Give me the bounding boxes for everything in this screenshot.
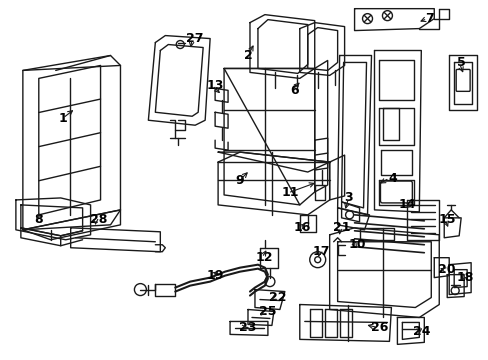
Text: 28: 28 [90, 213, 107, 226]
Text: 21: 21 [332, 221, 350, 234]
Text: 3: 3 [344, 192, 352, 204]
Text: 1: 1 [58, 112, 67, 125]
Text: 26: 26 [370, 321, 387, 334]
Text: 15: 15 [438, 213, 455, 226]
Text: 9: 9 [235, 174, 244, 186]
Text: 2: 2 [243, 49, 252, 62]
Text: 12: 12 [255, 251, 272, 264]
Text: 20: 20 [438, 263, 455, 276]
Text: 27: 27 [186, 32, 203, 45]
Text: 8: 8 [35, 213, 43, 226]
Text: 19: 19 [206, 269, 224, 282]
Text: 5: 5 [456, 56, 465, 69]
Text: 10: 10 [348, 238, 366, 251]
Text: 6: 6 [290, 84, 299, 97]
Text: 4: 4 [387, 171, 396, 185]
Text: 23: 23 [239, 321, 256, 334]
Text: 25: 25 [259, 305, 276, 318]
Text: 18: 18 [455, 271, 473, 284]
Text: 22: 22 [268, 291, 286, 304]
Text: 14: 14 [398, 198, 415, 211]
Text: 16: 16 [292, 221, 310, 234]
Text: 17: 17 [312, 245, 330, 258]
Text: 24: 24 [412, 325, 429, 338]
Text: 13: 13 [206, 79, 224, 92]
Text: 7: 7 [424, 12, 433, 25]
Text: 11: 11 [281, 186, 298, 199]
